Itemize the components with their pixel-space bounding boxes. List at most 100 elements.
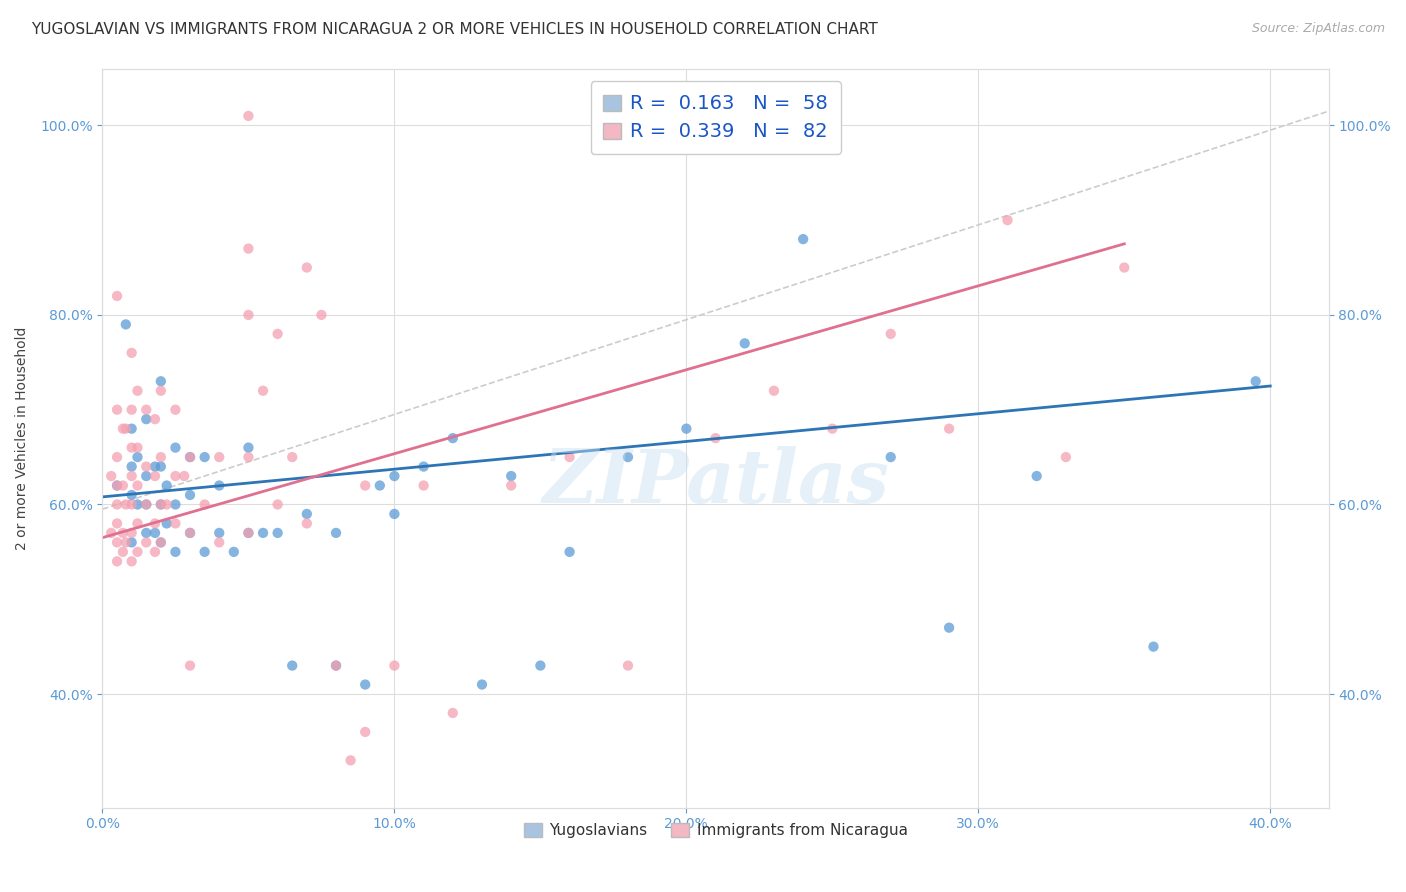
- Point: [114, 318, 136, 332]
- Point: [266, 525, 288, 540]
- Point: [266, 498, 288, 512]
- Point: [135, 469, 157, 483]
- Point: [311, 308, 333, 322]
- Point: [165, 441, 187, 455]
- Point: [558, 450, 581, 464]
- Point: [121, 422, 143, 436]
- Point: [149, 384, 172, 398]
- Point: [143, 412, 166, 426]
- Point: [384, 507, 406, 521]
- Point: [880, 450, 903, 464]
- Point: [325, 525, 347, 540]
- Point: [111, 478, 134, 492]
- Point: [1054, 450, 1077, 464]
- Point: [179, 525, 201, 540]
- Point: [135, 498, 157, 512]
- Point: [368, 478, 391, 492]
- Point: [156, 516, 179, 531]
- Point: [114, 498, 136, 512]
- Point: [281, 450, 304, 464]
- Point: [121, 535, 143, 549]
- Point: [135, 535, 157, 549]
- Point: [149, 498, 172, 512]
- Point: [127, 441, 149, 455]
- Point: [529, 658, 551, 673]
- Point: [558, 545, 581, 559]
- Text: Source: ZipAtlas.com: Source: ZipAtlas.com: [1251, 22, 1385, 36]
- Point: [149, 535, 172, 549]
- Point: [143, 545, 166, 559]
- Point: [156, 478, 179, 492]
- Point: [114, 422, 136, 436]
- Point: [354, 478, 377, 492]
- Point: [135, 402, 157, 417]
- Point: [1244, 374, 1267, 388]
- Point: [105, 478, 128, 492]
- Point: [121, 554, 143, 568]
- Point: [208, 535, 231, 549]
- Point: [143, 469, 166, 483]
- Point: [127, 450, 149, 464]
- Point: [238, 242, 260, 256]
- Point: [121, 525, 143, 540]
- Point: [100, 525, 122, 540]
- Point: [675, 422, 697, 436]
- Point: [252, 525, 274, 540]
- Point: [121, 469, 143, 483]
- Point: [208, 478, 231, 492]
- Point: [149, 450, 172, 464]
- Point: [105, 289, 128, 303]
- Point: [135, 525, 157, 540]
- Point: [143, 459, 166, 474]
- Point: [149, 374, 172, 388]
- Point: [208, 525, 231, 540]
- Point: [135, 459, 157, 474]
- Point: [704, 431, 727, 445]
- Point: [105, 516, 128, 531]
- Point: [354, 677, 377, 691]
- Point: [997, 213, 1019, 227]
- Point: [179, 525, 201, 540]
- Point: [127, 384, 149, 398]
- Point: [165, 498, 187, 512]
- Point: [792, 232, 814, 246]
- Point: [295, 516, 318, 531]
- Point: [143, 525, 166, 540]
- Point: [238, 441, 260, 455]
- Point: [114, 535, 136, 549]
- Point: [501, 478, 523, 492]
- Point: [471, 677, 494, 691]
- Point: [105, 554, 128, 568]
- Point: [194, 498, 217, 512]
- Point: [384, 469, 406, 483]
- Point: [105, 450, 128, 464]
- Point: [441, 431, 464, 445]
- Point: [238, 525, 260, 540]
- Point: [734, 336, 756, 351]
- Point: [441, 706, 464, 720]
- Point: [1114, 260, 1136, 275]
- Point: [179, 488, 201, 502]
- Point: [121, 402, 143, 417]
- Point: [938, 422, 960, 436]
- Point: [384, 658, 406, 673]
- Point: [173, 469, 195, 483]
- Point: [127, 545, 149, 559]
- Point: [325, 658, 347, 673]
- Point: [1142, 640, 1164, 654]
- Point: [238, 308, 260, 322]
- Point: [165, 516, 187, 531]
- Text: YUGOSLAVIAN VS IMMIGRANTS FROM NICARAGUA 2 OR MORE VEHICLES IN HOUSEHOLD CORRELA: YUGOSLAVIAN VS IMMIGRANTS FROM NICARAGUA…: [31, 22, 877, 37]
- Point: [354, 725, 377, 739]
- Point: [617, 658, 640, 673]
- Point: [238, 525, 260, 540]
- Point: [179, 450, 201, 464]
- Point: [339, 753, 361, 767]
- Point: [194, 545, 217, 559]
- Point: [105, 535, 128, 549]
- Point: [938, 621, 960, 635]
- Point: [266, 326, 288, 341]
- Point: [165, 545, 187, 559]
- Point: [165, 402, 187, 417]
- Point: [127, 516, 149, 531]
